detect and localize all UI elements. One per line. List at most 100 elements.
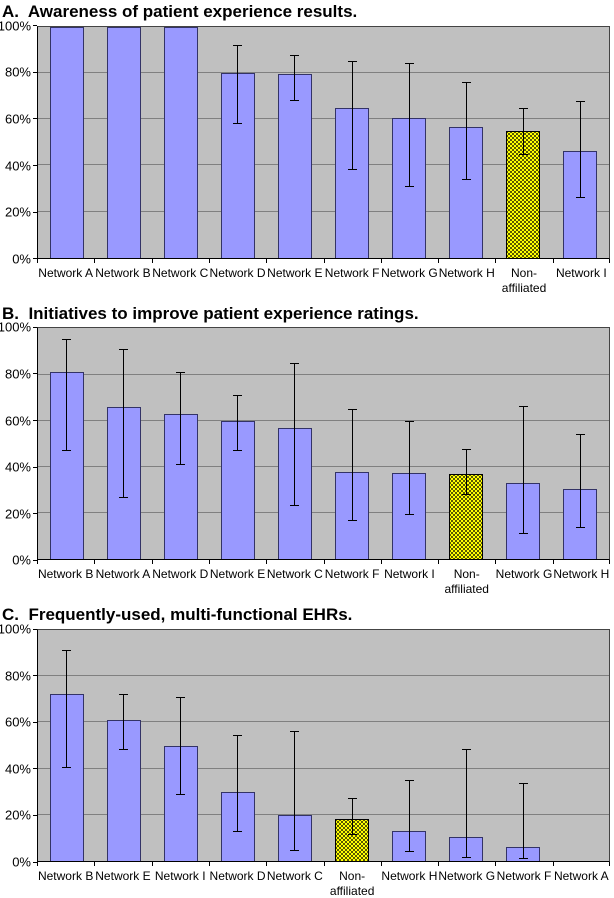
error-bar [465,449,467,495]
x-axis-label: Network H [381,869,438,884]
x-axis-label: Network H [553,567,610,582]
error-bar-cap [233,123,243,125]
y-axis-tick-label: 0% [12,251,31,267]
x-axis-label: Network C [266,869,323,884]
bar-highlighted [449,473,484,560]
y-axis-tick-mark [33,211,37,213]
x-axis-tick-mark [37,862,38,867]
x-axis-tick-mark [323,560,325,565]
x-axis-label: Network B [95,265,151,280]
y-axis-tick-mark [33,326,37,328]
chart-area-c: 0% 20% 40% 60% 80% 100% [0,623,614,869]
x-axis-label: Non- affiliated [329,869,375,898]
x-axis-tick-mark [552,560,554,565]
error-bar [180,697,182,795]
x-axis-tick-mark [208,560,210,565]
y-axis-c: 0% 20% 40% 60% 80% 100% [0,623,37,869]
error-bar-cap [62,339,72,341]
error-bar-cap [233,450,243,452]
gridline [38,512,609,514]
x-axis-label: Network G [438,869,496,884]
gridline [38,210,609,212]
x-axis-ticks-c [37,862,610,867]
chart-title-c: C. Frequently-used, multi-functional EHR… [2,605,353,625]
error-bar [237,735,239,832]
error-bar [579,101,581,198]
error-bar-cap [119,348,129,350]
error-bar [351,61,353,170]
y-axis-a: 0% 20% 40% 60% 80% 100% [0,19,37,265]
bar [277,74,312,258]
y-axis-tick-label: 100% [0,621,31,637]
x-axis-labels-b: Network B Network A Network D Network E Netw… [37,567,610,597]
y-axis-tick-label: 20% [4,506,31,522]
error-bar-cap [518,406,528,408]
x-axis-tick-mark [380,862,382,867]
error-bar [123,349,125,498]
y-axis-tick-mark [33,118,37,120]
panel-a: A. Awareness of patient experience resul… [0,0,614,296]
y-axis-tick-mark [33,721,37,723]
error-bar-cap [404,779,414,781]
y-axis-tick-mark [33,165,37,166]
x-axis-tick-mark [495,862,497,867]
gridline [38,373,609,375]
error-bar-cap [347,834,357,835]
x-axis-tick-mark [609,560,610,565]
error-bar-cap [461,178,471,180]
x-axis-tick-mark [495,560,497,565]
error-bar [351,798,353,835]
error-bar-cap [233,44,243,46]
error-bar-cap [62,450,72,452]
x-axis-label: Network H [438,265,495,280]
error-bar-cap [233,394,243,396]
x-axis-label: Network B [37,869,94,884]
x-axis-tick-mark [380,560,382,565]
error-bar [294,55,296,101]
error-bar-cap [518,858,528,860]
x-axis-labels-a: Network A Network B Network C Network D Netw… [37,266,610,296]
x-axis-label: Network E [95,869,151,884]
gridline [38,164,609,166]
y-axis-tick-label: 60% [4,413,31,429]
chart-title-a: A. Awareness of patient experience resul… [2,2,358,21]
y-axis-tick-label: 20% [4,807,31,823]
gridline [38,767,609,769]
error-bar-cap [290,55,300,57]
error-bar-cap [461,857,471,859]
x-axis-label: Network C [266,567,323,582]
y-axis-tick-mark [33,768,37,770]
y-axis-tick-mark [33,466,37,468]
error-bar-cap [404,513,414,515]
error-bar-cap [404,185,414,187]
error-bar [522,783,524,859]
x-axis-label: Network E [209,567,266,582]
y-axis-tick-label: 40% [4,158,31,173]
error-bar [294,363,296,506]
error-bar-cap [290,362,300,364]
error-bar [465,749,467,858]
error-bar-cap [404,421,414,423]
gridline [38,118,609,120]
error-bar-cap [347,408,357,410]
error-bar-cap [62,767,72,769]
error-bar-cap [347,519,357,521]
error-bar-cap [119,748,129,750]
error-bar-cap [461,449,471,451]
y-axis-tick-mark [33,675,37,677]
error-bar-cap [518,533,528,535]
error-bar-cap [176,464,186,466]
x-axis-tick-mark [208,258,210,263]
y-axis-tick-label: 60% [4,714,31,730]
error-bar-cap [347,60,357,62]
x-axis-label: Network B [37,567,94,582]
error-bar-cap [176,696,186,698]
x-axis-label: Network C [152,265,209,280]
y-axis-tick-mark [33,25,37,27]
x-axis-tick-mark [266,862,268,867]
gridline [38,813,609,815]
x-axis-tick-mark [37,560,38,565]
x-axis-tick-mark [37,258,38,263]
error-bar-cap [518,108,528,110]
